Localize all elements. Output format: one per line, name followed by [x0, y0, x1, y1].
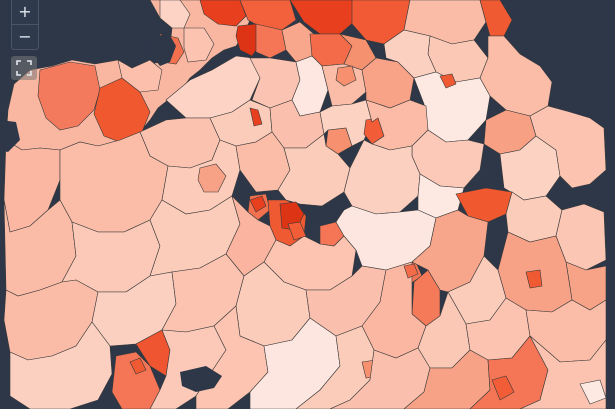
region[interactable]: [439, 73, 457, 89]
zoom-control: + −: [11, 0, 39, 50]
land-regions: [3, 0, 607, 409]
estuary: [150, 32, 176, 66]
region[interactable]: [183, 27, 215, 63]
region[interactable]: [491, 375, 515, 401]
zoom-in-button[interactable]: +: [18, 2, 32, 21]
region[interactable]: [197, 163, 227, 193]
region[interactable]: [249, 195, 267, 213]
coast-east-lower: [606, 128, 615, 409]
estuary: [180, 366, 222, 392]
region[interactable]: [37, 61, 101, 131]
coast-east: [510, 0, 615, 128]
region[interactable]: [129, 357, 147, 375]
fullscreen-icon: [16, 60, 32, 76]
region[interactable]: [335, 65, 357, 87]
region[interactable]: [9, 321, 113, 409]
region[interactable]: [287, 221, 307, 241]
region[interactable]: [525, 269, 543, 289]
fullscreen-button[interactable]: [11, 56, 37, 80]
estuary: [0, 120, 20, 152]
region[interactable]: [149, 325, 227, 409]
region[interactable]: [117, 59, 163, 93]
region[interactable]: [199, 0, 247, 27]
region[interactable]: [255, 23, 287, 59]
zoom-out-button[interactable]: −: [12, 24, 38, 49]
region[interactable]: [403, 263, 419, 279]
region[interactable]: [249, 107, 263, 127]
region[interactable]: [111, 351, 161, 409]
